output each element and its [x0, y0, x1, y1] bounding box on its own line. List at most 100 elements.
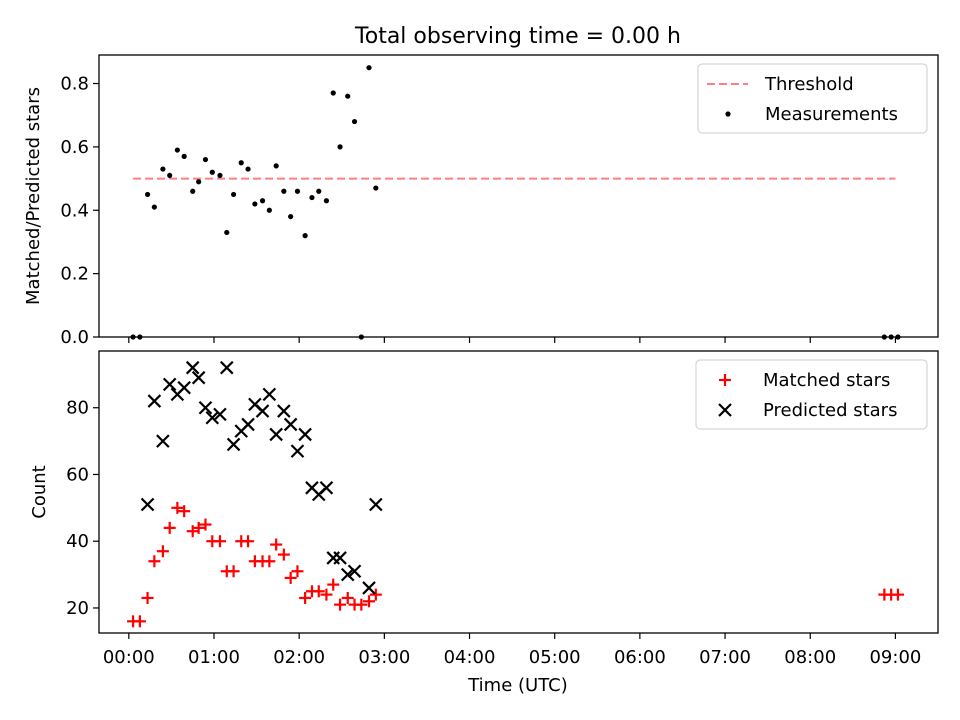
measurement-point: [309, 194, 315, 201]
measurement-point: [323, 198, 330, 204]
x-tick-label: 00:00: [103, 647, 155, 668]
measurement-point: [316, 188, 322, 194]
matched-star-point: [891, 588, 904, 601]
top-y-tick-label: 0.2: [60, 264, 89, 285]
matched-star-point: [213, 535, 226, 548]
measurement-point: [224, 229, 230, 236]
matched-star-point: [334, 598, 347, 611]
predicted-star-point: [262, 387, 277, 402]
top-x-ticks: [128, 337, 897, 343]
legend-threshold-label: Threshold: [764, 74, 854, 95]
matched-star-point: [141, 591, 154, 604]
bottom-series-layer: [127, 360, 904, 628]
matched-star-point: [277, 548, 290, 561]
matched-star-point: [263, 555, 276, 568]
legend-matched-label: Matched stars: [763, 370, 890, 391]
measurement-point: [345, 93, 351, 99]
measurement-point: [273, 163, 279, 169]
matched-star-point: [148, 555, 161, 568]
matched-star-point: [227, 565, 240, 578]
measurement-point: [167, 172, 173, 179]
matched-star-point: [284, 571, 297, 584]
measurement-point: [351, 118, 358, 125]
predicted-star-point: [156, 434, 170, 448]
matched-star-point: [312, 585, 325, 598]
x-tick-label: 04:00: [444, 647, 496, 668]
predicted-star-point: [319, 481, 334, 495]
measurement-point: [294, 188, 301, 194]
top-y-axis-label: Matched/Predicted stars: [23, 87, 44, 305]
x-tick-label: 03:00: [358, 647, 410, 668]
predicted-star-point: [191, 370, 206, 385]
matched-star-point: [156, 545, 169, 558]
matched-star-point: [171, 501, 184, 514]
bottom-y-axis-label: Count: [29, 465, 50, 518]
measurement-point: [302, 233, 308, 239]
matched-star-point: [163, 521, 176, 534]
x-axis-label: Time (UTC): [467, 675, 568, 696]
legend-measurements-label: Measurements: [765, 104, 898, 125]
legend-measurements-swatch: [725, 111, 731, 117]
bottom-legend-box: [695, 359, 928, 430]
measurement-point: [151, 204, 157, 210]
measurement-point: [281, 188, 287, 194]
predicted-star-point: [147, 394, 162, 408]
bottom-y-tick-label: 20: [66, 598, 89, 619]
top-y-tick-label: 0.8: [60, 74, 89, 95]
bottom-x-ticks: 00:00 01:00 02:00 03:00 04:00 05:00 06:00 07:00…: [103, 633, 921, 668]
predicted-star-point: [277, 404, 291, 418]
predicted-star-point: [185, 360, 200, 375]
bottom-legend: Matched stars Predicted stars: [695, 359, 928, 430]
predicted-star-point: [140, 497, 155, 512]
predicted-star-point: [241, 417, 255, 432]
measurement-point: [144, 191, 151, 198]
predicted-star-point: [162, 377, 177, 392]
predicted-star-point: [255, 404, 270, 418]
x-tick-label: 01:00: [188, 647, 240, 668]
matched-star-point: [299, 591, 312, 604]
measurement-point: [330, 90, 336, 96]
measurement-point: [202, 156, 209, 163]
predicted-star-point: [198, 400, 213, 415]
matched-star-point: [192, 521, 205, 534]
measurement-point: [190, 188, 196, 194]
x-tick-label: 05:00: [529, 647, 581, 668]
legend-matched-swatch: [719, 374, 731, 386]
measurement-point: [366, 65, 372, 71]
bottom-y-ticks: 20 40 60 80: [66, 398, 99, 619]
measurement-point: [245, 166, 251, 172]
matched-star-point: [327, 578, 340, 591]
top-legend: Threshold Measurements: [697, 63, 928, 134]
matched-star-point: [341, 591, 354, 604]
x-tick-label: 09:00: [869, 647, 921, 668]
bottom-y-tick-label: 60: [66, 464, 89, 485]
matched-star-point: [178, 505, 191, 518]
matched-star-point: [320, 588, 333, 601]
legend-predicted-label: Predicted stars: [763, 400, 897, 421]
predicted-star-point: [219, 360, 234, 375]
measurement-point: [181, 153, 187, 159]
top-chart-title: Total observing time = 0.00 h: [354, 24, 681, 49]
predicted-star-point: [369, 497, 383, 512]
matched-star-point: [355, 598, 368, 611]
measurement-point: [160, 166, 166, 172]
predicted-star-point: [213, 407, 227, 422]
measurement-point: [238, 160, 244, 166]
x-tick-label: 02:00: [273, 647, 325, 668]
top-axes-frame: [98, 54, 939, 338]
measurement-point: [337, 144, 343, 150]
top-legend-box: [697, 63, 928, 134]
top-panel: 0.00.20.40.60.8 Matched/Predicted stars …: [23, 54, 939, 348]
x-tick-label: 07:00: [699, 647, 751, 668]
matched-star-point: [242, 535, 255, 548]
x-tick-label: 08:00: [784, 647, 836, 668]
top-y-tick-label: 0.6: [60, 137, 89, 158]
top-y-tick-label: 0.0: [60, 327, 89, 348]
predicted-star-point: [283, 417, 298, 432]
x-tick-label: 06:00: [614, 647, 666, 668]
measurement-point: [196, 179, 202, 185]
measurement-point: [230, 191, 237, 198]
measurement-point: [252, 201, 258, 207]
